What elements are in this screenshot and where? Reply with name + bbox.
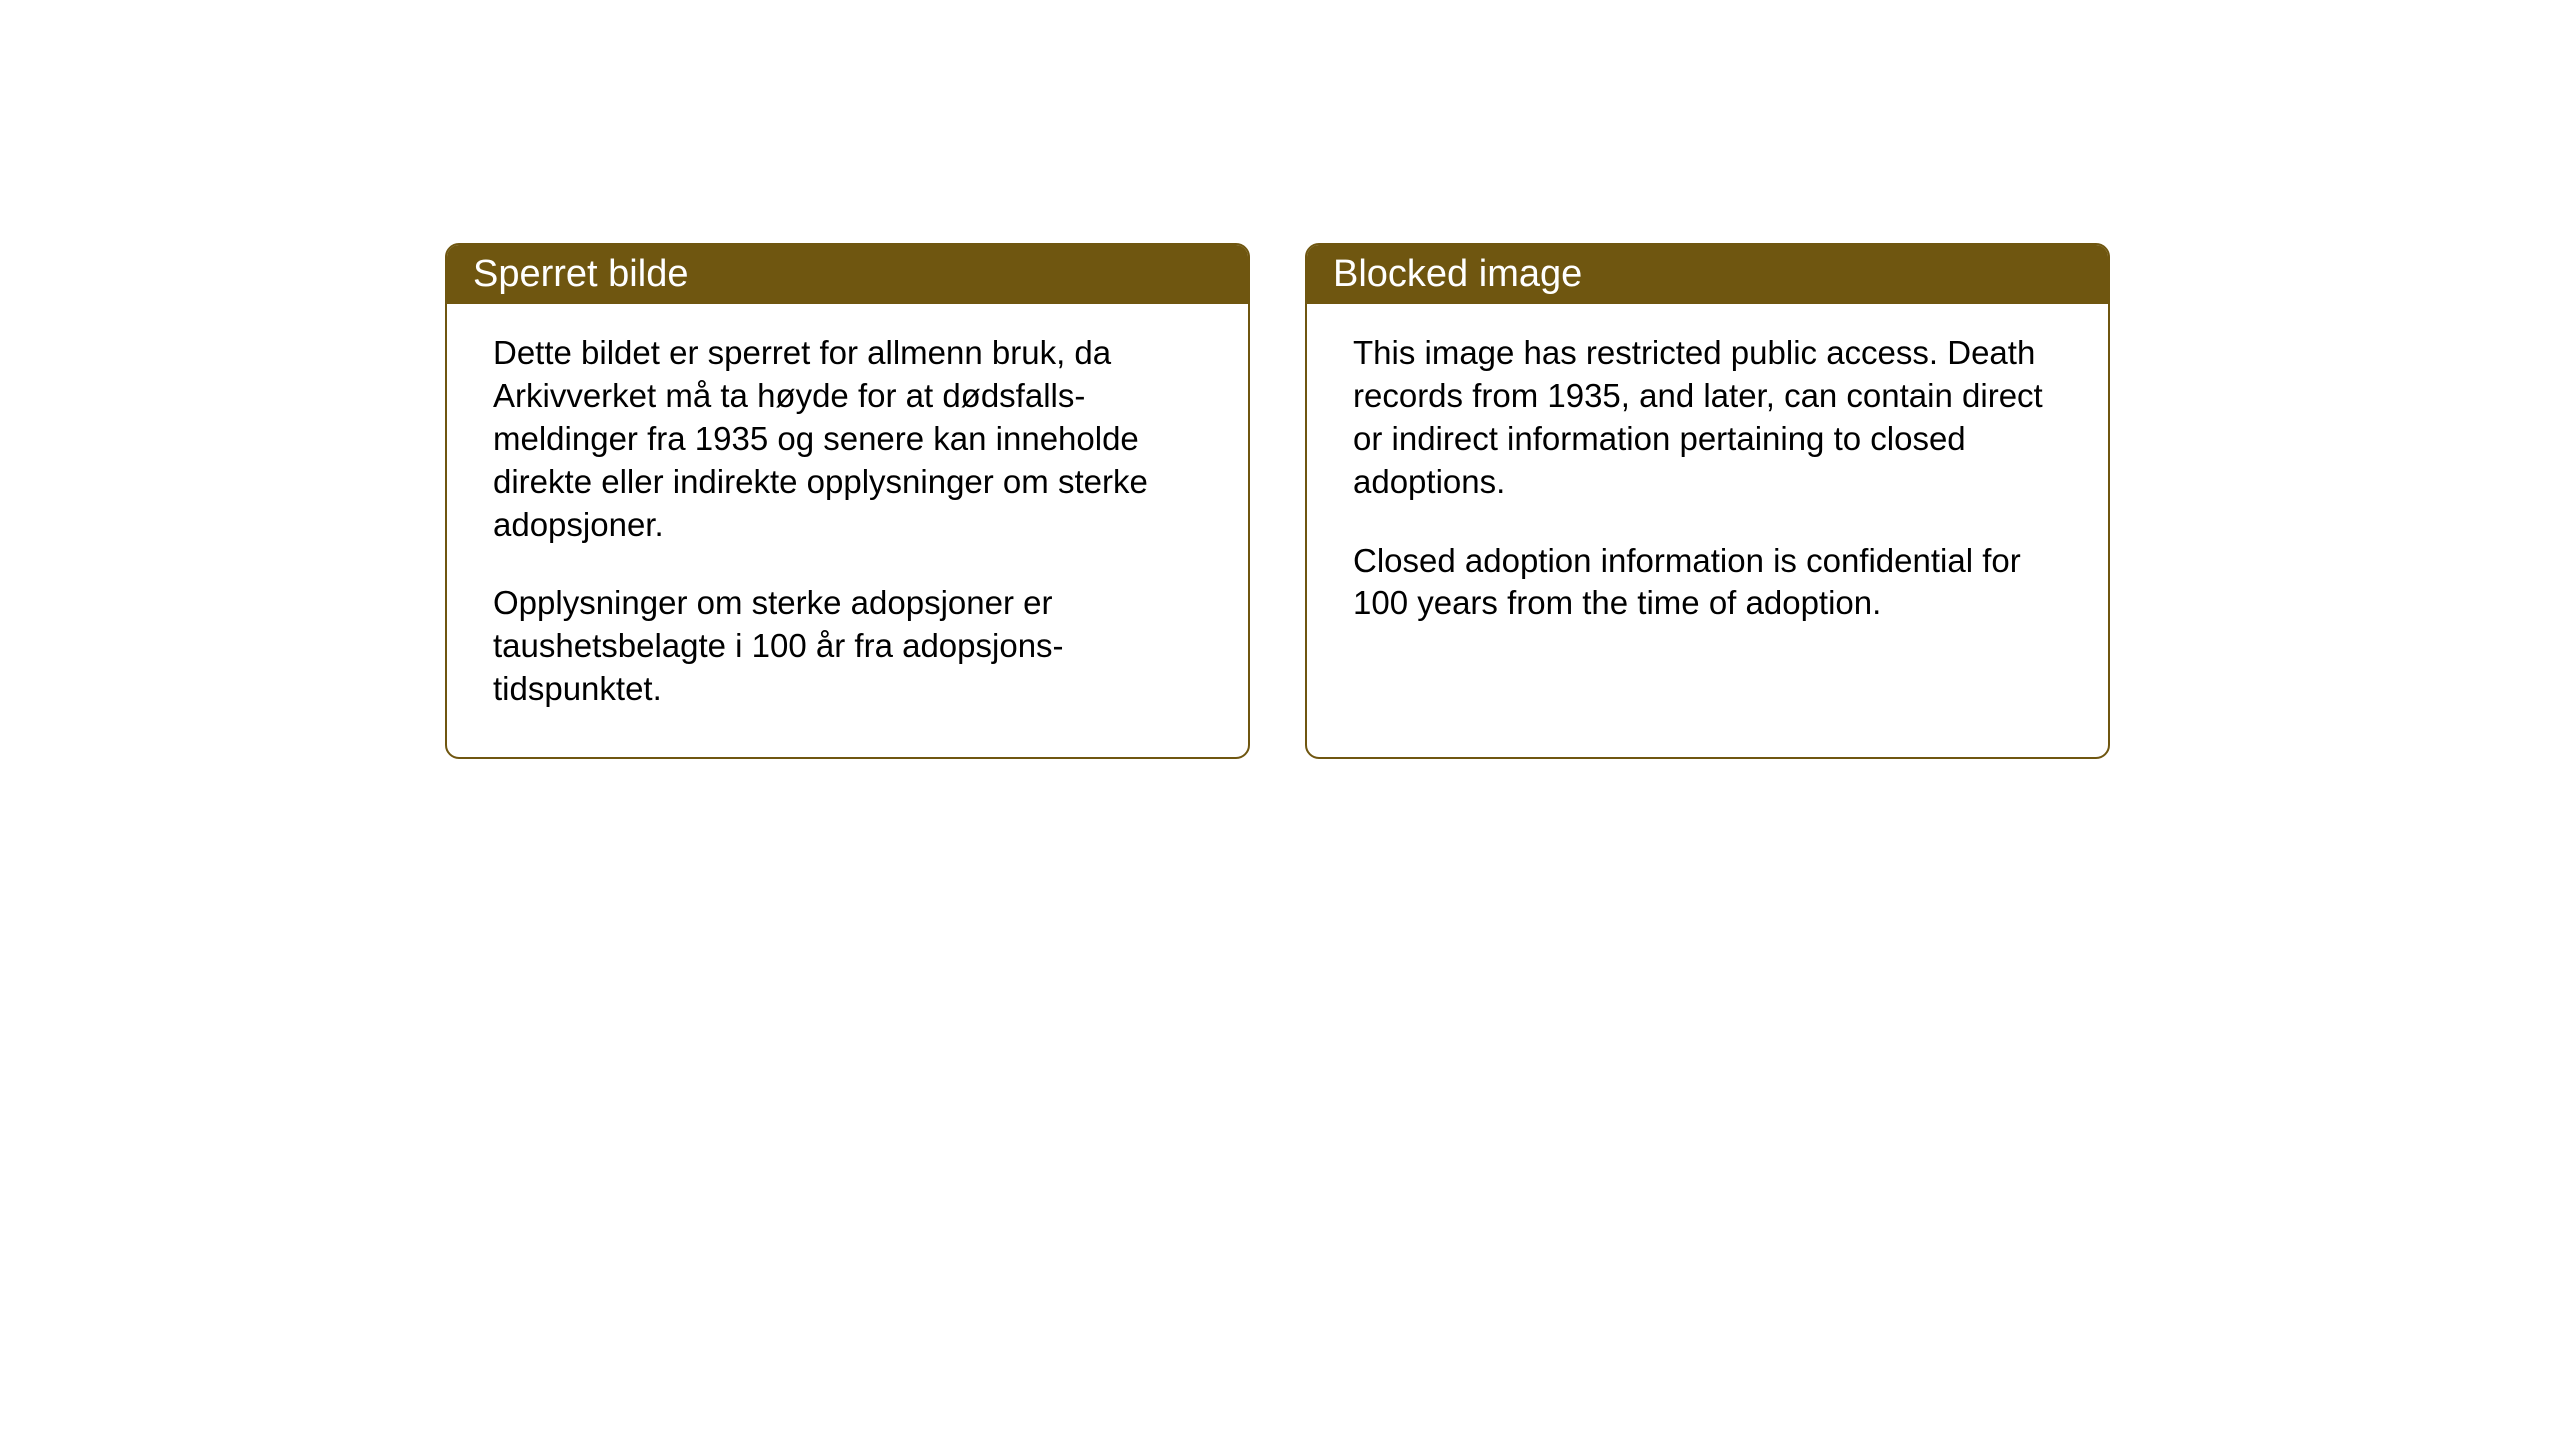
card-norwegian-paragraph-2: Opplysninger om sterke adopsjoner er tau… (493, 582, 1202, 711)
card-norwegian-paragraph-1: Dette bildet er sperret for allmenn bruk… (493, 332, 1202, 546)
card-norwegian-body: Dette bildet er sperret for allmenn bruk… (447, 304, 1248, 757)
card-english-paragraph-1: This image has restricted public access.… (1353, 332, 2062, 504)
card-english-title: Blocked image (1333, 253, 1582, 295)
card-english-paragraph-2: Closed adoption information is confident… (1353, 540, 2062, 626)
card-norwegian-title: Sperret bilde (473, 253, 688, 295)
card-english: Blocked image This image has restricted … (1305, 243, 2110, 759)
card-norwegian: Sperret bilde Dette bildet er sperret fo… (445, 243, 1250, 759)
notice-container: Sperret bilde Dette bildet er sperret fo… (445, 243, 2110, 759)
card-english-header: Blocked image (1307, 245, 2108, 304)
card-norwegian-header: Sperret bilde (447, 245, 1248, 304)
card-english-body: This image has restricted public access.… (1307, 304, 2108, 671)
